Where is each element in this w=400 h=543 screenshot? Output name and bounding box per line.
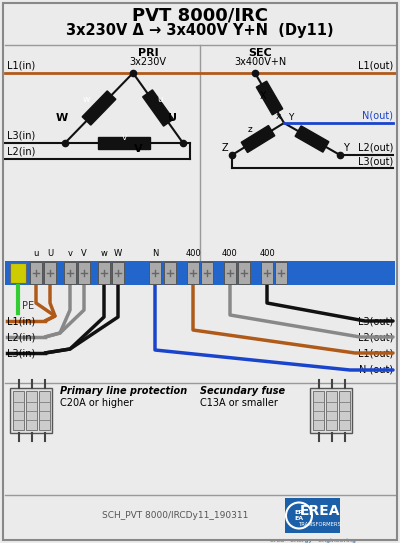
Text: 3x230V: 3x230V: [130, 57, 166, 67]
Bar: [5, 261, 395, 285]
Bar: [224, 262, 236, 284]
Text: L2(out): L2(out): [358, 143, 393, 153]
Text: TRANSFORMERS: TRANSFORMERS: [298, 522, 342, 527]
Text: L2(out): L2(out): [358, 332, 393, 342]
Bar: [98, 262, 110, 284]
Text: EA: EA: [294, 516, 304, 521]
Text: EREA: EREA: [300, 504, 340, 519]
Bar: [164, 262, 176, 284]
Text: SCH_PVT 8000/IRCDy11_190311: SCH_PVT 8000/IRCDy11_190311: [102, 510, 248, 520]
Bar: [44, 262, 56, 284]
Bar: [238, 262, 250, 284]
Bar: [201, 262, 213, 284]
Text: C20A or higher: C20A or higher: [60, 398, 133, 408]
Text: u: u: [157, 96, 163, 104]
Bar: [10, 388, 52, 433]
Text: N (out): N (out): [359, 365, 393, 375]
Text: L3(in): L3(in): [7, 131, 35, 141]
Bar: [26, 391, 37, 430]
Text: L1(out): L1(out): [358, 61, 393, 71]
Polygon shape: [82, 91, 116, 125]
Text: erea · energy · engineering: erea · energy · engineering: [270, 538, 356, 543]
Text: U: U: [168, 113, 177, 123]
Bar: [112, 262, 124, 284]
Text: 400: 400: [185, 249, 201, 258]
Text: W: W: [56, 113, 68, 123]
Text: PE: PE: [22, 301, 34, 311]
Polygon shape: [241, 125, 275, 153]
Bar: [10, 263, 26, 283]
Text: v: v: [121, 132, 127, 142]
Text: w: w: [82, 96, 90, 104]
Bar: [326, 391, 337, 430]
Text: v: v: [68, 249, 72, 258]
Text: X: X: [260, 91, 267, 101]
Bar: [275, 262, 287, 284]
Text: Y: Y: [288, 113, 293, 122]
Polygon shape: [256, 81, 283, 115]
Text: N(out): N(out): [362, 111, 393, 121]
Text: Z: Z: [221, 143, 228, 153]
Bar: [313, 391, 324, 430]
Polygon shape: [98, 137, 150, 149]
Text: SEC: SEC: [248, 48, 272, 58]
Text: V: V: [81, 249, 87, 258]
Text: L2(in): L2(in): [7, 332, 35, 342]
Text: x: x: [276, 112, 281, 121]
Bar: [64, 262, 76, 284]
Text: u: u: [33, 249, 39, 258]
Text: z: z: [248, 125, 252, 134]
Text: L3(in): L3(in): [7, 348, 35, 358]
Text: PRI: PRI: [138, 48, 158, 58]
Bar: [339, 391, 350, 430]
Bar: [30, 262, 42, 284]
Text: W: W: [114, 249, 122, 258]
Text: U: U: [47, 249, 53, 258]
Bar: [130, 261, 146, 285]
Text: C13A or smaller: C13A or smaller: [200, 398, 278, 408]
Text: 3x230V Δ → 3x400V Y+N  (Dy11): 3x230V Δ → 3x400V Y+N (Dy11): [66, 23, 334, 39]
Bar: [261, 262, 273, 284]
Text: L1(in): L1(in): [7, 61, 35, 71]
Text: 400: 400: [259, 249, 275, 258]
Text: V: V: [134, 144, 143, 154]
Bar: [78, 262, 90, 284]
Bar: [187, 262, 199, 284]
Text: ER: ER: [294, 510, 304, 515]
Text: Y: Y: [343, 143, 349, 153]
Text: L1(in): L1(in): [7, 316, 35, 326]
Bar: [310, 388, 352, 433]
Text: N: N: [152, 249, 158, 258]
Text: Primary line protection: Primary line protection: [60, 386, 187, 396]
Text: L1(out): L1(out): [358, 348, 393, 358]
Text: L2(in): L2(in): [7, 147, 35, 157]
Text: w: w: [100, 249, 108, 258]
Text: L3(out): L3(out): [358, 156, 393, 166]
Bar: [149, 262, 161, 284]
Text: L3(out): L3(out): [358, 316, 393, 326]
Polygon shape: [143, 90, 173, 126]
Bar: [285, 498, 340, 533]
Text: Secundary fuse: Secundary fuse: [200, 386, 285, 396]
Text: 3x400V+N: 3x400V+N: [234, 57, 286, 67]
Polygon shape: [295, 126, 329, 152]
Text: PVT 8000/IRC: PVT 8000/IRC: [132, 6, 268, 24]
Bar: [39, 391, 50, 430]
Bar: [13, 391, 24, 430]
Text: 400: 400: [222, 249, 238, 258]
